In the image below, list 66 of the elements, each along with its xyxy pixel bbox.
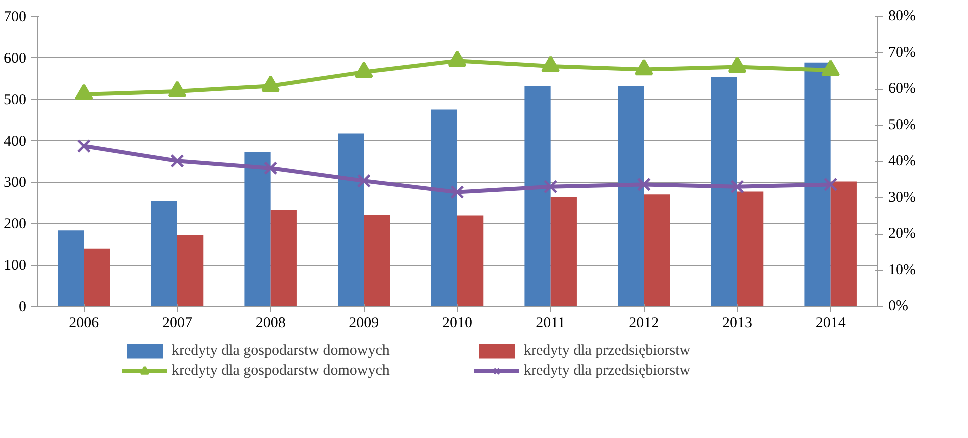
point: [542, 56, 560, 72]
point: [822, 60, 840, 76]
bar: [58, 230, 84, 306]
y2-tick-label: 80%: [888, 8, 916, 24]
y2-tick-label: 0%: [888, 298, 908, 314]
bar: [524, 86, 551, 306]
bar: [178, 235, 204, 306]
bar: [830, 182, 857, 306]
bar: [458, 216, 484, 306]
y2-tick-label: 50%: [888, 117, 916, 134]
y-tick-label: 700: [4, 10, 26, 26]
point: [74, 84, 94, 100]
x-tick-label: 2006: [69, 316, 100, 332]
legend-label: kredyty dla przedsiębiorstw: [524, 342, 692, 360]
point: [168, 81, 187, 98]
bar: [618, 86, 644, 306]
point: [730, 180, 744, 194]
x-tick-label: 2008: [256, 316, 286, 332]
y-tick-label: 300: [4, 175, 26, 192]
point: [264, 161, 278, 176]
y2-tick-label: 20%: [888, 226, 916, 242]
y-tick-label: 100: [4, 258, 26, 274]
point: [637, 178, 652, 192]
x-tick-label: 2009: [349, 316, 380, 332]
x-tick-label: 2007: [162, 316, 193, 332]
bar: [738, 192, 764, 306]
legend-label: kredyty dla przedsiębiorstw: [524, 362, 692, 380]
y2-tick-label: 60%: [888, 81, 916, 97]
point: [354, 62, 374, 78]
bar: [270, 210, 297, 306]
bar: [550, 198, 577, 306]
bar: [711, 77, 738, 306]
y2-tick-label: 10%: [888, 262, 916, 278]
point: [450, 185, 464, 200]
bar: [244, 152, 271, 306]
point: [170, 154, 184, 168]
x-tick-label: 2010: [442, 316, 472, 332]
point: [544, 180, 558, 194]
legend-label: kredyty dla gospodarstw domowych: [172, 342, 391, 360]
legend-label: kredyty dla gospodarstw domowych: [172, 362, 391, 380]
x-tick-label: 2011: [536, 316, 566, 332]
point: [634, 59, 654, 76]
bar: [338, 134, 364, 306]
point: [728, 56, 747, 74]
x-tick-label: 2013: [722, 316, 752, 332]
bar: [804, 62, 831, 306]
bar: [644, 194, 670, 306]
bar: [364, 214, 390, 306]
y-tick-label: 500: [4, 92, 26, 108]
bar: [151, 201, 178, 306]
bar: [431, 110, 458, 306]
y-tick-label: 400: [4, 134, 26, 150]
point: [77, 139, 92, 154]
y2-tick-label: 40%: [888, 154, 916, 170]
point: [448, 50, 467, 67]
x-tick-label: 2014: [816, 316, 846, 332]
y2-tick-label: 30%: [888, 190, 916, 206]
point: [357, 174, 372, 188]
point: [262, 76, 280, 92]
point: [824, 178, 838, 192]
x-tick-label: 2012: [629, 316, 660, 332]
y-tick-label: 200: [4, 216, 26, 233]
y-tick-label: 0: [19, 300, 26, 316]
bar: [84, 248, 110, 306]
y-tick-label: 600: [4, 50, 26, 67]
y2-tick-label: 70%: [888, 44, 916, 61]
